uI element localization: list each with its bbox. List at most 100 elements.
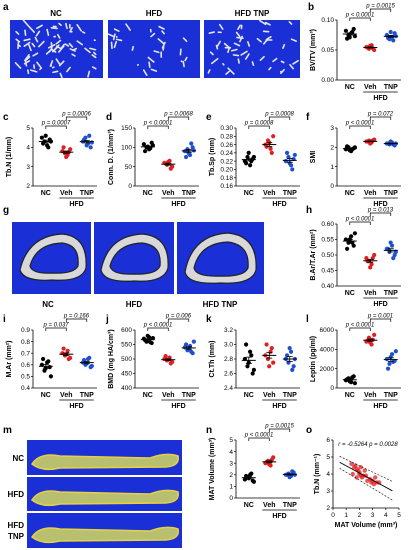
category-label: NC <box>345 290 355 297</box>
label-hfd-tnp-a: HFD TNP <box>235 9 270 18</box>
y-tick-label: 0.4 <box>21 385 30 392</box>
subgroup-label: HFD <box>373 95 387 102</box>
trabecula <box>27 69 30 75</box>
label-tnp-m: TNP <box>8 532 25 541</box>
data-point <box>46 359 51 364</box>
data-point <box>248 349 253 354</box>
y-axis-label: B.Ar/T.Ar (mm²) <box>310 229 317 280</box>
significance-bracket <box>349 221 371 225</box>
data-point <box>148 340 153 345</box>
ci-lower <box>339 467 393 501</box>
data-point <box>269 150 274 155</box>
data-point <box>251 154 256 160</box>
data-point <box>290 469 295 474</box>
trabecula <box>50 26 58 30</box>
category-label: Veh <box>364 290 376 297</box>
data-point <box>362 468 367 473</box>
p-value: p < 0.0001 <box>143 121 173 127</box>
y-tick-label: 0.50 <box>321 252 334 259</box>
microct-hfd-panel <box>108 20 200 78</box>
p-value: p = 0.001 <box>367 314 393 320</box>
trabecula <box>58 60 65 67</box>
trabecula <box>125 23 131 31</box>
p-value: p < 0.0001 <box>345 121 375 127</box>
significance-bracket <box>45 125 67 129</box>
trabecula <box>113 40 118 49</box>
y-tick-label: 0.40 <box>321 283 334 290</box>
panel-letter-g: g <box>3 205 9 216</box>
trabecula <box>259 55 265 62</box>
y-tick-label: 0.16 <box>220 183 233 190</box>
panel-letter-i: i <box>3 314 6 325</box>
trabecula <box>182 60 185 68</box>
data-point <box>89 363 94 369</box>
subgroup-label: HFD <box>373 301 387 308</box>
data-point <box>267 462 272 467</box>
data-point <box>88 145 93 150</box>
significance-bracket <box>248 125 270 129</box>
x-tick-label: 1 <box>344 512 348 519</box>
subgroup-label: HFD <box>373 403 387 410</box>
significance-bracket <box>369 212 392 216</box>
category-label: NC <box>244 502 254 509</box>
significance-bracket <box>268 116 291 120</box>
data-point <box>292 152 297 158</box>
data-point <box>244 342 249 347</box>
trabecula <box>91 66 97 70</box>
data-point <box>48 374 54 379</box>
trabecula <box>223 42 231 49</box>
y-tick-label: 0.28 <box>220 133 233 140</box>
y-tick-label: 2 <box>330 145 334 152</box>
y-tick-label: 2 <box>26 183 30 190</box>
trabecula <box>76 24 82 32</box>
category-label: Veh <box>162 190 174 197</box>
significance-bracket <box>167 116 190 120</box>
trabecula <box>23 38 31 42</box>
p-value: p = 0.0068 <box>163 112 193 118</box>
y-tick-label: 0.18 <box>220 175 233 182</box>
y-tick-label: 0 <box>229 495 233 502</box>
y-tick-label: 500 <box>121 356 132 363</box>
data-point <box>283 159 288 164</box>
category-label: TNP <box>80 190 94 197</box>
data-point <box>373 475 378 480</box>
chart-c: 2 3 4 5 Tb.N (1/mm) NC Veh TNP HFD p = 0.0007 p = … <box>6 112 97 208</box>
trabecula <box>153 50 160 54</box>
trabecula <box>52 70 59 74</box>
data-point <box>61 145 66 150</box>
chart-n: 0 1 2 3 4 5 MAT Volume (mm³) NC Veh TNP HFD p < 0.0… <box>209 424 300 520</box>
data-point <box>250 371 255 376</box>
y-tick-label: 0.7 <box>21 350 30 357</box>
category-label: TNP <box>283 190 297 197</box>
trabecula <box>262 38 269 45</box>
p-value: p < 0.0001 <box>143 323 173 329</box>
category-label: TNP <box>283 392 297 399</box>
trabecula <box>107 33 114 38</box>
trabecula <box>113 28 120 32</box>
trabecula <box>292 59 299 65</box>
data-point <box>372 332 377 337</box>
y-tick-label: 4 <box>326 471 330 478</box>
y-tick-label: 450 <box>121 371 132 378</box>
data-point <box>354 475 359 480</box>
significance-bracket <box>349 327 371 331</box>
chart-f: 0 1 2 3 SMI NC Veh TNP HFD p < 0.0001 p = 0.072 <box>310 112 401 208</box>
data-point <box>168 166 173 171</box>
chart-e: 0.160.180.20 0.220.240.26 0.280.30 Tb.Sp (m… <box>209 112 300 208</box>
data-point <box>141 142 146 147</box>
trabecula <box>147 56 155 63</box>
trabecula <box>87 70 91 78</box>
data-point <box>368 141 373 146</box>
trabecula <box>36 61 43 69</box>
trabecula <box>24 59 28 67</box>
data-point <box>271 134 276 139</box>
label-hfd-m: HFD <box>8 490 25 499</box>
data-point <box>391 256 396 261</box>
y-tick-label: 150 <box>121 125 132 132</box>
y-tick-label: 2.8 <box>224 356 233 363</box>
data-point <box>391 359 396 364</box>
trabecula <box>259 19 267 26</box>
trabecula <box>157 38 165 45</box>
panel-letter-j: j <box>105 314 109 325</box>
